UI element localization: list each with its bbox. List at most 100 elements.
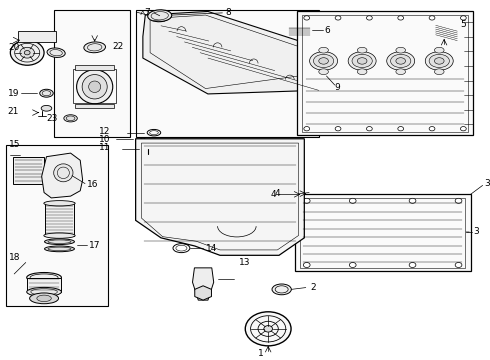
Text: 7: 7 xyxy=(145,8,150,17)
Ellipse shape xyxy=(47,48,65,58)
Ellipse shape xyxy=(89,81,101,93)
Ellipse shape xyxy=(391,54,411,68)
Ellipse shape xyxy=(300,64,326,87)
Ellipse shape xyxy=(396,69,406,75)
Ellipse shape xyxy=(27,287,61,296)
Bar xyxy=(294,194,470,271)
Bar xyxy=(73,69,116,103)
Bar xyxy=(18,31,56,42)
Ellipse shape xyxy=(461,16,466,20)
Ellipse shape xyxy=(264,325,272,332)
Ellipse shape xyxy=(435,69,444,75)
Ellipse shape xyxy=(41,105,52,111)
Ellipse shape xyxy=(396,47,406,53)
Text: 13: 13 xyxy=(239,258,251,267)
Text: 8: 8 xyxy=(225,8,231,17)
Ellipse shape xyxy=(54,164,73,182)
Ellipse shape xyxy=(145,145,152,149)
Ellipse shape xyxy=(357,47,367,53)
Ellipse shape xyxy=(245,312,291,346)
Polygon shape xyxy=(193,268,214,300)
Ellipse shape xyxy=(24,50,30,55)
Ellipse shape xyxy=(425,51,453,70)
Text: 6: 6 xyxy=(324,26,330,35)
Ellipse shape xyxy=(310,51,338,70)
Ellipse shape xyxy=(147,10,172,22)
Text: 12: 12 xyxy=(99,127,111,136)
Ellipse shape xyxy=(429,54,449,68)
Bar xyxy=(27,278,61,292)
Bar xyxy=(302,15,468,132)
Ellipse shape xyxy=(348,51,376,70)
Bar xyxy=(54,10,130,137)
Ellipse shape xyxy=(44,201,75,206)
Ellipse shape xyxy=(304,127,310,131)
Ellipse shape xyxy=(396,58,406,64)
Ellipse shape xyxy=(10,40,44,65)
Ellipse shape xyxy=(357,69,367,75)
Text: 4: 4 xyxy=(275,189,281,198)
Ellipse shape xyxy=(429,127,435,131)
Bar xyxy=(300,198,465,268)
Ellipse shape xyxy=(335,127,341,131)
Ellipse shape xyxy=(319,47,328,53)
Polygon shape xyxy=(143,12,319,94)
Ellipse shape xyxy=(319,69,328,75)
Ellipse shape xyxy=(398,16,404,20)
Polygon shape xyxy=(75,104,114,108)
Ellipse shape xyxy=(352,54,372,68)
Ellipse shape xyxy=(44,233,75,238)
Text: 10: 10 xyxy=(99,135,111,144)
Bar xyxy=(297,12,473,135)
Bar xyxy=(136,10,319,137)
Polygon shape xyxy=(75,65,114,69)
Ellipse shape xyxy=(314,54,334,68)
Text: 23: 23 xyxy=(46,114,57,123)
Ellipse shape xyxy=(288,25,311,37)
Ellipse shape xyxy=(435,58,444,64)
Polygon shape xyxy=(42,153,83,198)
Ellipse shape xyxy=(349,198,356,203)
Ellipse shape xyxy=(409,262,416,267)
Bar xyxy=(13,157,44,184)
Ellipse shape xyxy=(45,246,74,252)
Ellipse shape xyxy=(20,47,34,58)
Text: 3: 3 xyxy=(485,179,490,188)
Text: 19: 19 xyxy=(7,89,19,98)
Text: 2: 2 xyxy=(310,283,316,292)
Ellipse shape xyxy=(435,27,458,39)
Text: 18: 18 xyxy=(9,253,21,262)
Ellipse shape xyxy=(304,16,310,20)
Ellipse shape xyxy=(45,239,74,244)
Ellipse shape xyxy=(387,51,415,70)
Ellipse shape xyxy=(398,127,404,131)
Ellipse shape xyxy=(367,16,372,20)
Ellipse shape xyxy=(455,262,462,267)
Ellipse shape xyxy=(272,284,291,295)
Text: 14: 14 xyxy=(205,244,217,253)
Ellipse shape xyxy=(461,127,466,131)
Ellipse shape xyxy=(455,198,462,203)
Ellipse shape xyxy=(84,42,105,53)
Ellipse shape xyxy=(82,75,107,99)
Text: 4: 4 xyxy=(270,190,276,199)
Text: 5: 5 xyxy=(461,19,466,28)
Ellipse shape xyxy=(64,115,77,122)
Text: 3: 3 xyxy=(473,228,479,237)
Ellipse shape xyxy=(409,198,416,203)
Bar xyxy=(6,145,108,306)
Ellipse shape xyxy=(76,70,113,104)
Ellipse shape xyxy=(303,262,310,267)
Text: 16: 16 xyxy=(86,180,98,189)
Ellipse shape xyxy=(145,153,151,156)
Ellipse shape xyxy=(349,262,356,267)
Bar xyxy=(45,203,74,235)
Ellipse shape xyxy=(367,127,372,131)
Polygon shape xyxy=(136,139,304,255)
Ellipse shape xyxy=(435,47,444,53)
Ellipse shape xyxy=(335,16,341,20)
Ellipse shape xyxy=(40,89,53,97)
Ellipse shape xyxy=(429,16,435,20)
Ellipse shape xyxy=(37,295,51,302)
Text: 21: 21 xyxy=(8,107,19,116)
